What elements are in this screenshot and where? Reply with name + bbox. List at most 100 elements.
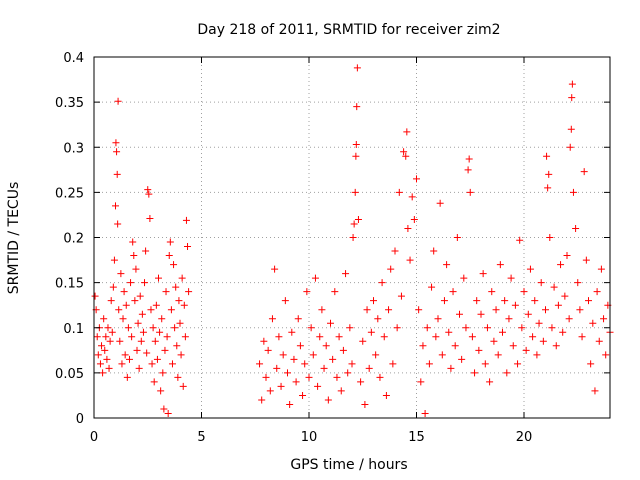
- data-point: [174, 373, 182, 381]
- data-point: [122, 301, 130, 309]
- data-point: [103, 355, 111, 363]
- data-point: [91, 292, 99, 300]
- data-point: [568, 94, 576, 102]
- data-point: [303, 288, 311, 296]
- data-point: [158, 315, 166, 323]
- data-point: [290, 355, 298, 363]
- grid-lines: [94, 57, 610, 418]
- data-point: [110, 256, 118, 264]
- data-point: [106, 337, 114, 345]
- data-point: [114, 220, 122, 228]
- data-point: [537, 279, 545, 287]
- data-point: [566, 143, 574, 151]
- data-point: [109, 283, 117, 291]
- x-tick-label: 15: [408, 430, 425, 445]
- data-point: [351, 188, 359, 196]
- data-point: [569, 188, 577, 196]
- data-point: [167, 306, 175, 314]
- data-point: [161, 346, 169, 354]
- data-point: [481, 360, 489, 368]
- data-point: [182, 216, 190, 224]
- data-point: [176, 319, 184, 327]
- data-point: [275, 333, 283, 341]
- data-point: [184, 243, 192, 251]
- data-point: [132, 265, 140, 273]
- data-point: [574, 279, 582, 287]
- data-point: [316, 333, 324, 341]
- data-point: [164, 409, 172, 417]
- data-point: [137, 337, 145, 345]
- data-point: [535, 319, 543, 327]
- data-point: [262, 373, 270, 381]
- data-point: [531, 297, 539, 305]
- data-point: [539, 337, 547, 345]
- data-point: [168, 360, 176, 368]
- y-tick-label: 0.25: [55, 186, 84, 201]
- data-point: [354, 215, 362, 223]
- data-point: [156, 328, 164, 336]
- data-point: [171, 324, 179, 332]
- data-point: [277, 382, 285, 390]
- data-point: [119, 315, 127, 323]
- data-point: [582, 256, 590, 264]
- data-point: [471, 369, 479, 377]
- data-point: [99, 369, 107, 377]
- y-axis-title: SRMTID / TECUs: [6, 182, 22, 295]
- data-point: [121, 351, 129, 359]
- data-point: [361, 400, 369, 408]
- data-point: [286, 400, 294, 408]
- data-point: [413, 175, 420, 183]
- data-point: [367, 328, 375, 336]
- y-tick-label: 0.35: [55, 96, 84, 111]
- data-point: [349, 234, 357, 241]
- data-point: [264, 346, 272, 354]
- data-point: [138, 310, 146, 318]
- data-point: [565, 315, 573, 323]
- y-tick-label: 0.4: [63, 51, 84, 66]
- data-point: [543, 152, 551, 160]
- data-point: [155, 274, 162, 282]
- data-point: [585, 297, 592, 305]
- x-tick-label: 5: [197, 430, 205, 445]
- data-point: [393, 324, 401, 332]
- data-point: [568, 80, 576, 88]
- data-point: [337, 387, 345, 395]
- data-point: [162, 288, 170, 296]
- data-point: [410, 215, 418, 223]
- data-point: [402, 152, 410, 160]
- y-tick-label: 0.05: [55, 367, 84, 382]
- data-point: [587, 360, 595, 368]
- data-point: [98, 342, 106, 350]
- x-tick-label: 10: [301, 430, 318, 445]
- data-point: [348, 360, 356, 368]
- data-point: [417, 378, 425, 386]
- data-point: [128, 333, 136, 341]
- data-point: [142, 247, 150, 255]
- data-point: [415, 306, 423, 314]
- data-point: [458, 355, 466, 363]
- data-point: [462, 324, 470, 332]
- x-axis-title: GPS time / hours: [290, 457, 407, 473]
- data-point: [120, 288, 128, 296]
- data-point: [101, 346, 109, 354]
- y-tick-label: 0: [76, 412, 84, 427]
- data-point: [546, 234, 554, 241]
- data-point: [114, 97, 122, 105]
- data-point: [456, 310, 463, 318]
- y-tick-label: 0.3: [63, 141, 84, 156]
- y-tick-label: 0.1: [63, 322, 84, 337]
- data-point: [559, 328, 567, 336]
- data-point: [145, 190, 153, 198]
- data-point: [170, 261, 178, 269]
- data-point: [258, 396, 266, 404]
- data-point: [600, 315, 608, 323]
- data-point: [576, 306, 584, 314]
- data-point: [548, 324, 556, 332]
- data-point: [428, 283, 436, 291]
- data-point: [94, 351, 102, 359]
- data-point: [376, 373, 384, 381]
- data-point: [123, 373, 131, 381]
- data-point: [118, 360, 126, 368]
- data-point: [359, 337, 367, 345]
- y-tick-label: 0.2: [63, 232, 84, 247]
